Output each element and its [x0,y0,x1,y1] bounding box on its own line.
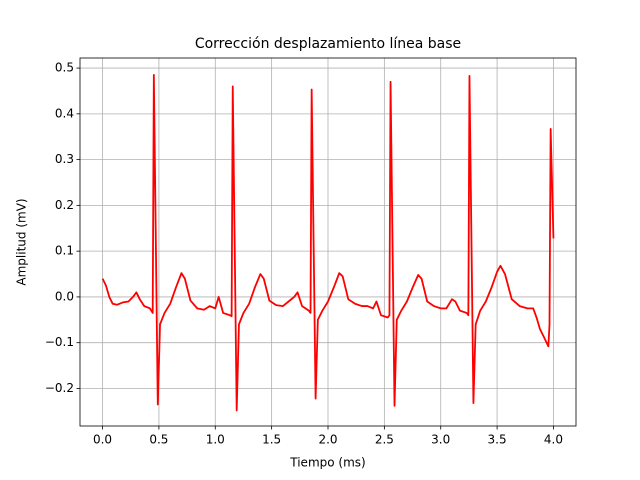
y-tick-label: 0.0 [55,289,74,303]
x-tick-label: 3.5 [488,433,507,447]
y-tick-label: −0.2 [45,381,74,395]
y-tick-label: 0.2 [55,198,74,212]
chart-title: Corrección desplazamiento línea base [195,36,461,52]
x-tick-label: 1.5 [262,433,281,447]
x-tick-label: 0.0 [93,433,112,447]
y-tick-label: 0.1 [55,244,74,258]
plot-frame [79,57,577,427]
y-tick-label: 0.5 [55,61,74,75]
x-tick-label: 4.0 [544,433,563,447]
y-tick-label: 0.4 [55,106,74,120]
x-tick-label: 3.0 [431,433,450,447]
line-series [101,74,555,412]
x-axis-label: Tiempo (ms) [289,456,365,470]
x-tick-label: 2.0 [318,433,337,447]
y-tick-label: −0.1 [45,335,74,349]
x-tick-label: 2.5 [375,433,394,447]
y-axis-label: Amplitud (mV) [15,198,29,285]
x-tick-label: 1.0 [206,433,225,447]
x-tick-label: 0.5 [149,433,168,447]
y-tick-label: 0.3 [55,152,74,166]
